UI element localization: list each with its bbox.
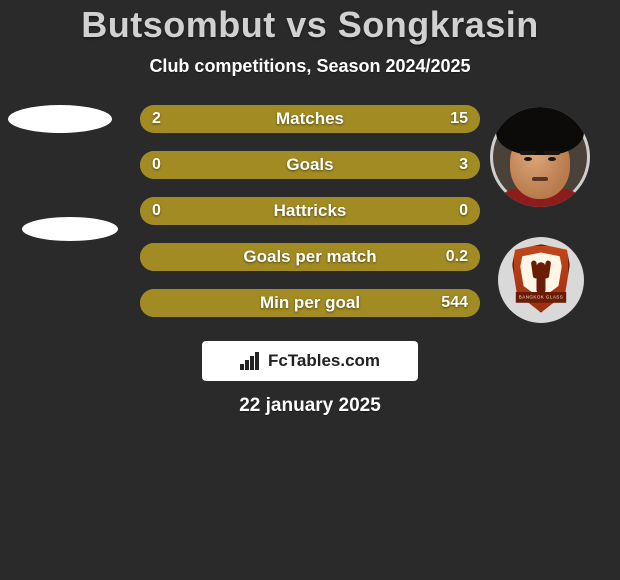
watermark: FcTables.com (202, 341, 418, 381)
stat-row: Goals per match0.2 (140, 243, 480, 271)
stat-value-left: 2 (152, 105, 161, 133)
stat-value-left: 0 (152, 151, 161, 179)
stat-label: Goals (140, 151, 480, 179)
page-title: Butsombut vs Songkrasin (0, 0, 620, 46)
stat-row: Goals0 3 (140, 151, 480, 179)
stat-label: Goals per match (140, 243, 480, 271)
stat-label: Matches (140, 105, 480, 133)
left-player-placeholder-2 (22, 217, 118, 241)
stat-value-right: 3 (459, 151, 468, 179)
crest-banner-text: BANGKOK GLASS (516, 292, 567, 303)
stat-value-right: 544 (441, 289, 468, 317)
stat-value-left: 0 (152, 197, 161, 225)
stat-value-right: 15 (450, 105, 468, 133)
stage: Matches215Goals03Hattricks00Goals per ma… (0, 105, 620, 535)
left-player-placeholder-1 (8, 105, 112, 133)
subtitle: Club competitions, Season 2024/2025 (0, 56, 620, 77)
date-text: 22 january 2025 (0, 395, 620, 417)
stat-row: Hattricks0 0 (140, 197, 480, 225)
bar-chart-icon (240, 352, 262, 370)
stat-value-right: 0 (459, 197, 468, 225)
stat-row: Matches2 15 (140, 105, 480, 133)
stat-value-right: 0.2 (446, 243, 468, 271)
stat-bars: Matches215Goals03Hattricks00Goals per ma… (140, 105, 480, 335)
stat-label: Hattricks (140, 197, 480, 225)
comparison-infographic: Butsombut vs Songkrasin Club competition… (0, 0, 620, 580)
right-club-badge: BANGKOK GLASS (498, 237, 584, 323)
stat-label: Min per goal (140, 289, 480, 317)
watermark-text: FcTables.com (268, 351, 380, 371)
stat-row: Min per goal544 (140, 289, 480, 317)
right-player-avatar (490, 107, 590, 207)
